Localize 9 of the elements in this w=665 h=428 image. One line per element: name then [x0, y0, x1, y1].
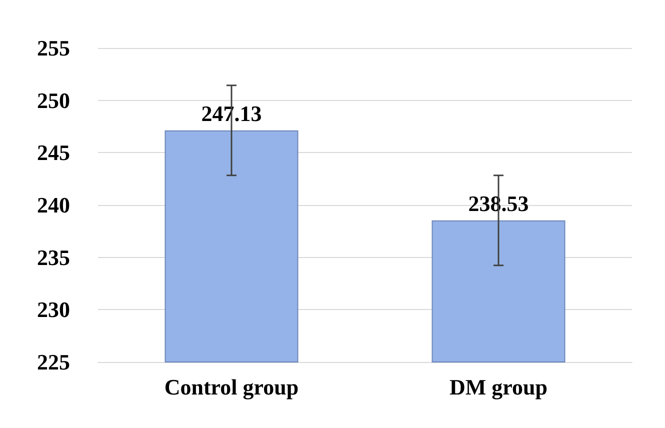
y-tick-label: 235 — [37, 244, 70, 270]
y-tick-label: 255 — [37, 36, 70, 60]
y-tick-label: 245 — [37, 140, 70, 166]
x-tick-label: Control group — [164, 374, 299, 400]
y-tick-label: 240 — [37, 192, 70, 218]
y-tick-label: 250 — [37, 88, 70, 113]
y-tick-label: 225 — [37, 350, 70, 374]
x-tick-label: DM group — [450, 374, 548, 400]
y-tick-label: 230 — [37, 297, 70, 322]
